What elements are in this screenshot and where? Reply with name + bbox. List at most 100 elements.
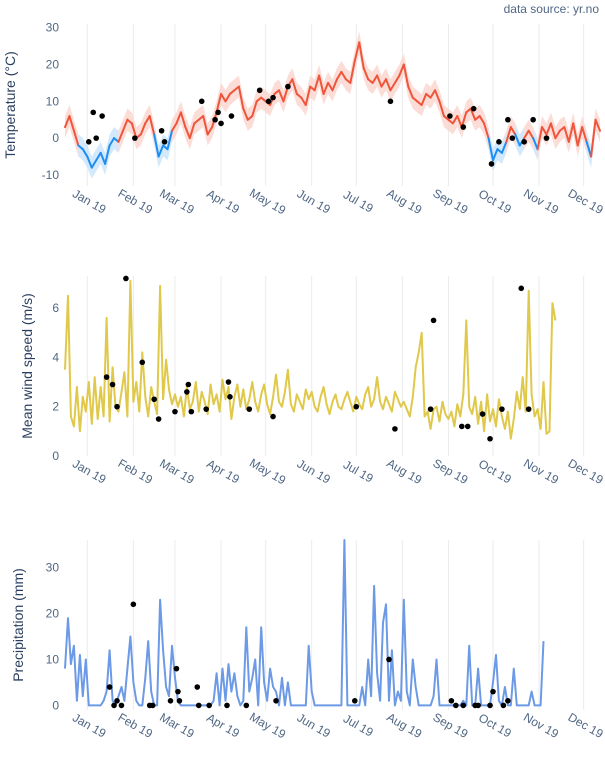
data-marker — [90, 109, 97, 116]
data-marker — [155, 416, 162, 422]
data-marker — [256, 87, 263, 94]
temperature-line-segment — [505, 126, 512, 143]
data-marker — [525, 406, 532, 412]
temperature-line-segment — [206, 126, 214, 136]
x-tick-label: Sep 19 — [430, 186, 470, 217]
data-marker — [114, 403, 120, 410]
data-marker — [198, 98, 205, 105]
y-tick-label: 20 — [46, 58, 60, 72]
temperature-line-segment — [179, 111, 187, 129]
temperature-line-segment — [220, 92, 227, 103]
temperature-line-segment — [581, 126, 588, 143]
temperature-line-segment — [148, 115, 156, 136]
x-tick-label: Jan 19 — [70, 710, 108, 740]
temperature-line-segment — [300, 96, 307, 106]
data-marker — [387, 98, 394, 105]
temperature-line-segment — [420, 92, 428, 106]
temperature-line-segment — [429, 89, 437, 99]
y-tick-label: 4 — [52, 350, 59, 364]
data-marker — [460, 124, 467, 130]
temperature-line-segment — [202, 115, 209, 136]
data-marker — [487, 702, 493, 709]
temperature-line-segment — [594, 118, 601, 132]
data-marker — [499, 406, 505, 412]
data-marker — [505, 698, 511, 704]
temperature-line-segment — [153, 133, 160, 158]
temperature-line-segment — [438, 100, 445, 118]
x-tick-label: Nov 19 — [521, 456, 561, 487]
x-tick-label: Dec 19 — [566, 456, 605, 487]
x-tick-label: Aug 19 — [384, 456, 424, 487]
data-marker — [215, 109, 221, 116]
temperature-line-segment — [376, 74, 383, 88]
temperature-line-segment — [327, 81, 334, 92]
x-tick-label: Jan 19 — [70, 186, 108, 216]
x-tick-label: Oct 19 — [476, 711, 514, 741]
y-tick-label: 6 — [52, 301, 59, 315]
data-marker — [203, 406, 209, 412]
temperature-line-segment — [188, 122, 196, 140]
x-tick-label: Jun 19 — [295, 186, 333, 216]
temperature-line-segment — [572, 122, 579, 147]
temperature-line-segment — [576, 126, 584, 147]
data-marker — [505, 116, 511, 123]
temperature-line-segment — [291, 78, 298, 95]
data-marker — [161, 139, 168, 145]
x-tick-label: Apr 19 — [204, 187, 242, 217]
data-marker — [225, 379, 232, 385]
x-tick-label: Jun 19 — [295, 456, 333, 486]
x-tick-label: Oct 19 — [476, 457, 514, 487]
data-marker — [500, 702, 507, 709]
data-marker — [246, 406, 253, 412]
temperature-line-segment — [121, 118, 129, 132]
temperature-line-segment — [322, 81, 330, 95]
temperature-line-segment — [171, 122, 178, 132]
temperature-line-segment — [469, 107, 477, 121]
data-marker — [458, 423, 465, 430]
x-tick-label: Aug 19 — [384, 710, 424, 741]
subplot-1: Jan 19 Feb 19 Mar 19 Apr 19 May 19 Jun 19 Jul … — [2, 21, 605, 218]
data-marker — [470, 105, 477, 112]
temperature-line-segment — [184, 126, 191, 140]
temperature-line-segment — [144, 115, 151, 125]
temperature-line-segment — [104, 144, 111, 165]
y-tick-label: 30 — [46, 561, 60, 575]
data-marker — [218, 120, 224, 127]
data-marker — [149, 702, 156, 709]
x-tick-label: Feb 19 — [116, 710, 156, 741]
temperature-line-segment — [434, 89, 441, 103]
data-marker — [173, 665, 180, 672]
data-marker — [243, 702, 250, 709]
temperature-line-segment — [554, 129, 561, 140]
x-tick-label: Feb 19 — [116, 456, 156, 487]
data-marker — [185, 381, 192, 388]
temperature-line-segment — [224, 92, 231, 103]
x-tick-label: Sep 19 — [430, 456, 470, 487]
data-marker — [227, 394, 233, 400]
temperature-line-segment — [362, 67, 370, 81]
x-tick-label: Mar 19 — [157, 710, 197, 741]
temperature-line-segment — [523, 129, 530, 140]
temperature-line-segment — [90, 159, 98, 169]
x-tick-label: Dec 19 — [566, 710, 605, 741]
temperature-line-segment — [527, 129, 535, 140]
data-marker — [453, 702, 459, 709]
data-marker — [521, 139, 528, 145]
x-tick-label: Jul 19 — [341, 711, 376, 739]
temperature-line-segment — [514, 133, 521, 147]
temperature-line-segment — [380, 78, 387, 88]
temperature-line-segment — [407, 85, 414, 99]
data-marker — [392, 426, 398, 432]
temperature-line-segment — [99, 151, 107, 165]
data-marker — [139, 359, 146, 366]
data-marker — [93, 135, 100, 141]
data-marker — [175, 688, 181, 695]
temperature-line-segment — [108, 137, 116, 147]
temperature-line-segment — [242, 107, 249, 121]
temperature-line-segment — [335, 70, 343, 81]
temperature-line-segment — [95, 151, 102, 162]
x-tick-label: Jan 19 — [70, 456, 108, 486]
data-marker — [488, 161, 495, 167]
data-marker — [430, 317, 437, 324]
temperature-line-segment — [487, 137, 494, 162]
